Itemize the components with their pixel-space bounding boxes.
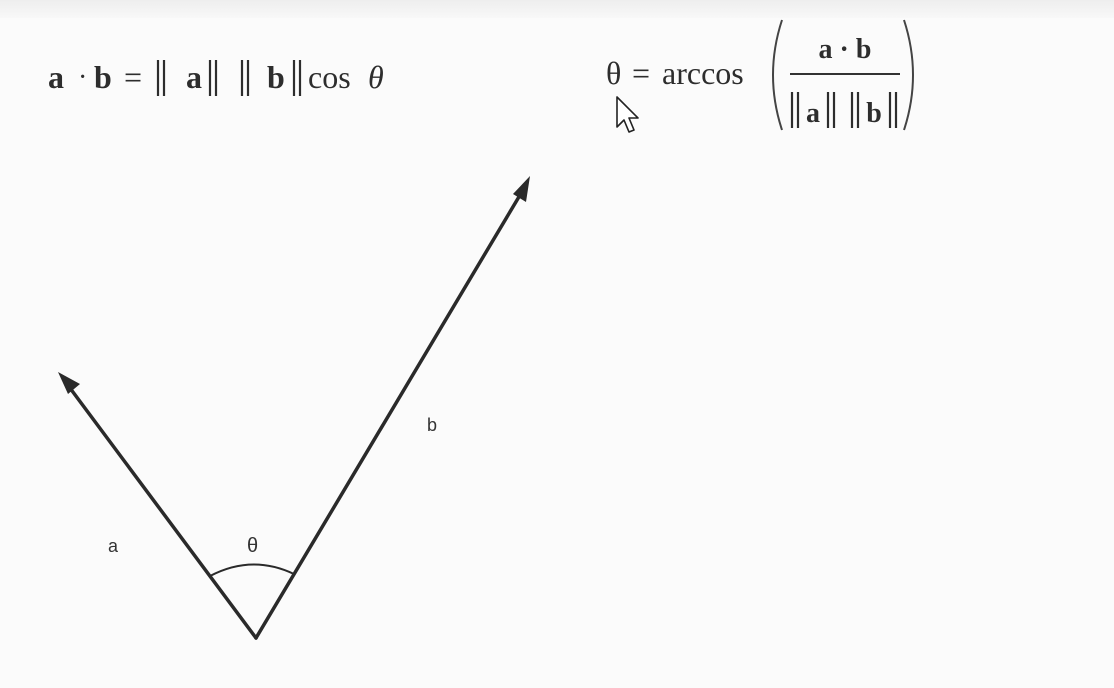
formula2-denominator-a: a [806, 98, 820, 129]
formula1-dot: · [78, 62, 87, 93]
arrow-pointer-icon [616, 96, 639, 133]
vector-b-arrowhead [513, 176, 530, 202]
left-paren [772, 19, 783, 131]
vector-b-line [254, 183, 528, 640]
vector-a-label: a [108, 536, 119, 556]
angle-theta-label: θ [247, 535, 258, 557]
denominator-bars [790, 92, 898, 128]
formula1-a: a [48, 59, 64, 95]
formula1-cos: cos [308, 59, 351, 95]
vector-b-label: b [427, 415, 437, 435]
formula2-theta: θ [606, 55, 621, 91]
vector-a-line [62, 378, 258, 640]
norm-a-bars [156, 60, 218, 96]
formula2-numerator: a · b [819, 34, 872, 65]
formula2-denominator-b: b [866, 98, 882, 129]
formula1-theta: θ [368, 59, 384, 95]
formula1-norm-a: a [186, 59, 202, 95]
right-paren [903, 19, 914, 131]
angle-arc [209, 563, 295, 577]
formula2-arccos: arccos [662, 55, 744, 91]
formula1-b: b [94, 59, 112, 95]
formula2-equals: = [632, 55, 650, 91]
vector-a-arrowhead [58, 372, 80, 394]
dot-product-formula: a · b = a b cos θ [48, 59, 384, 96]
vectors [58, 176, 530, 640]
formula1-norm-b: b [267, 59, 285, 95]
formula1-equals: = [124, 59, 142, 95]
top-strip [0, 0, 1114, 18]
angle-formula: θ = arccos a · b a b [606, 19, 914, 131]
norm-b-bars [240, 60, 302, 96]
